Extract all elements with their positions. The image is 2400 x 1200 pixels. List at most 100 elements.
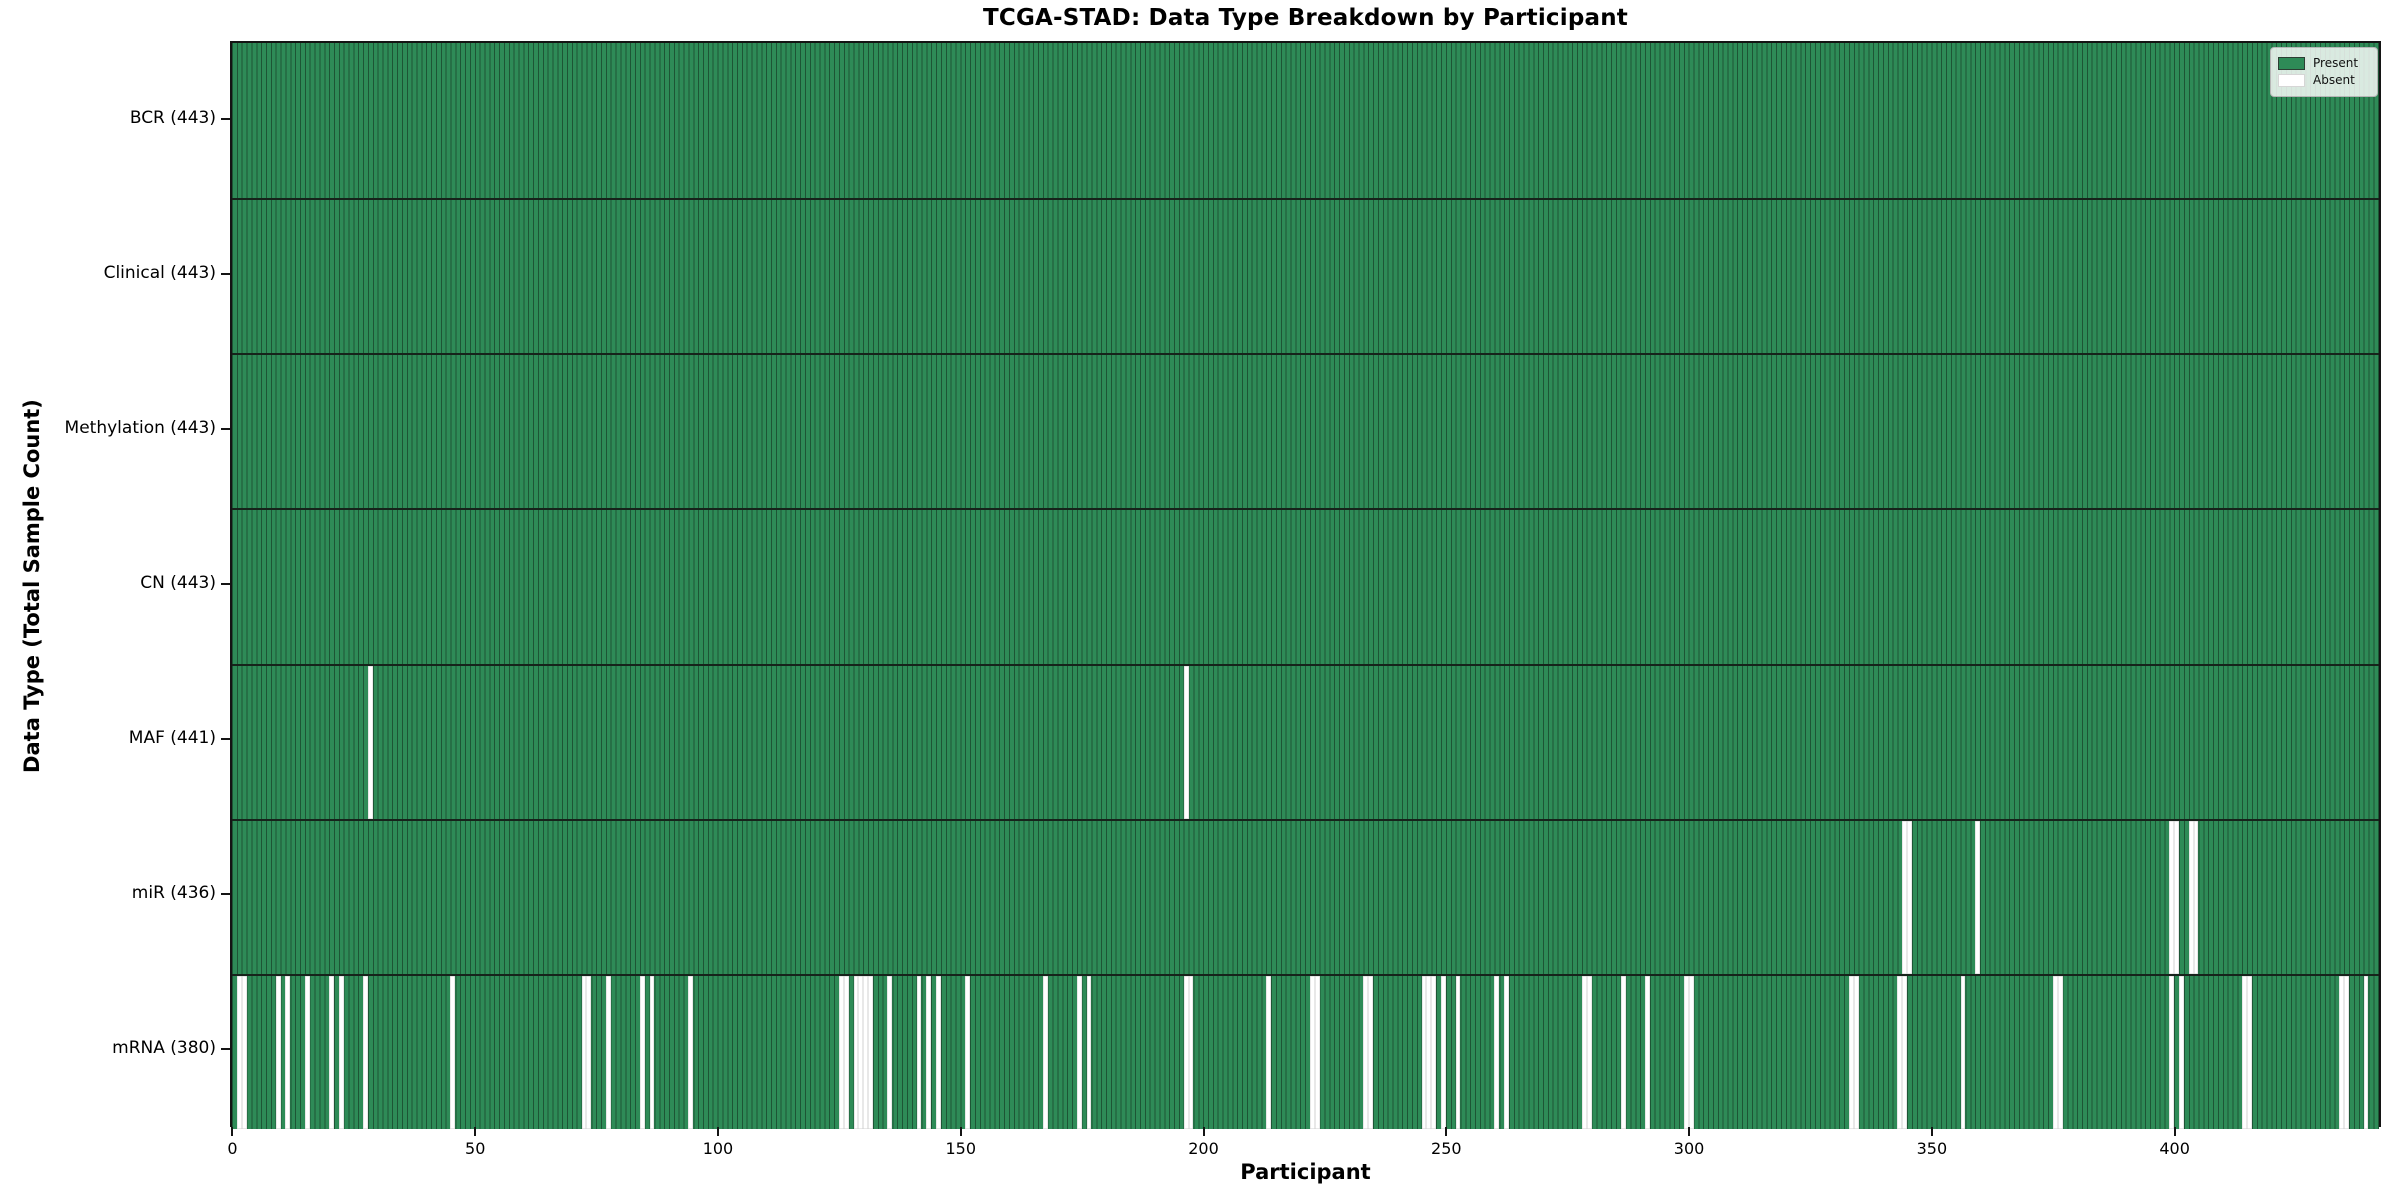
absent-bar: [1363, 975, 1369, 1129]
absent-bar: [1426, 975, 1432, 1129]
x-tick-label: 200: [1188, 1139, 1219, 1158]
absent-bar: [1188, 975, 1194, 1129]
absent-bar: [1086, 975, 1092, 1129]
absent-bar: [1848, 975, 1854, 1129]
legend-item-present: Present: [2278, 56, 2369, 70]
absent-bar: [1581, 975, 1587, 1129]
y-tick-label: Clinical (443): [103, 262, 216, 283]
absent-bar: [1368, 975, 1374, 1129]
absent-bar: [329, 975, 334, 1129]
absent-bar: [1266, 975, 1272, 1129]
y-tick-label: BCR (443): [129, 107, 216, 128]
x-axis-label: Participant: [1240, 1160, 1371, 1184]
absent-bar: [688, 975, 694, 1129]
present-swatch-icon: [2278, 56, 2305, 70]
x-tick-label: 0: [227, 1139, 238, 1158]
absent-bar: [639, 975, 645, 1129]
heatmap-row-mrna: [232, 973, 2379, 1129]
absent-bar: [1183, 975, 1189, 1129]
y-tick-label: miR (436): [131, 883, 216, 904]
y-tick-mark: [221, 427, 230, 430]
x-tick-mark: [1202, 1127, 1205, 1136]
absent-bar: [1897, 975, 1903, 1129]
y-tick-label: mRNA (380): [112, 1038, 216, 1059]
absent-bar: [2174, 820, 2180, 974]
x-tick-mark: [959, 1127, 962, 1136]
absent-bar: [965, 975, 971, 1129]
absent-bar: [936, 975, 941, 1129]
y-tick-mark: [221, 893, 230, 896]
absent-swatch-icon: [2278, 73, 2305, 87]
absent-bar: [285, 975, 291, 1129]
absent-bar: [1309, 975, 1315, 1129]
absent-bar: [1683, 975, 1689, 1129]
absent-bar: [2247, 975, 2252, 1129]
absent-bar: [916, 975, 922, 1129]
absent-bar: [843, 975, 849, 1129]
absent-bar: [304, 975, 310, 1129]
absent-bar: [1960, 975, 1966, 1129]
absent-bar: [1504, 975, 1509, 1129]
y-tick-mark: [221, 117, 230, 120]
absent-bar: [1620, 975, 1626, 1129]
legend: Present Absent: [2270, 47, 2378, 97]
absent-bar: [868, 975, 873, 1129]
absent-bar: [853, 975, 859, 1129]
absent-bar: [1586, 975, 1592, 1129]
y-tick-mark: [221, 272, 230, 275]
absent-bar: [2193, 820, 2199, 974]
y-tick-mark: [221, 583, 230, 585]
absent-bar: [926, 975, 932, 1129]
x-tick-mark: [1688, 1127, 1691, 1136]
y-tick-label: Methylation (443): [64, 417, 216, 438]
heatmap-row-mir: [232, 818, 2379, 974]
heatmap-row-bcr: [232, 43, 2379, 199]
absent-bar: [2363, 975, 2369, 1129]
absent-bar: [2344, 975, 2349, 1129]
absent-bar: [1455, 975, 1461, 1129]
x-tick-mark: [474, 1127, 477, 1136]
x-tick-mark: [2173, 1127, 2176, 1136]
absent-bar: [858, 975, 864, 1129]
absent-bar: [1902, 975, 1908, 1129]
x-tick-label: 100: [702, 1139, 734, 1158]
heatmap-row-maf: [232, 663, 2379, 819]
absent-bar: [236, 975, 242, 1129]
x-tick-mark: [231, 1127, 234, 1136]
absent-bar: [838, 975, 844, 1129]
absent-bar: [1902, 820, 1908, 974]
x-tick-label: 350: [1916, 1139, 1948, 1158]
absent-bar: [1042, 975, 1048, 1129]
absent-bar: [1441, 975, 1446, 1129]
absent-bar: [649, 975, 655, 1129]
x-tick-mark: [1930, 1127, 1933, 1136]
absent-bar: [887, 975, 893, 1129]
absent-bar: [1644, 975, 1650, 1129]
x-tick-label: 250: [1431, 1139, 1462, 1158]
legend-item-absent: Absent: [2278, 73, 2369, 87]
absent-bar: [2339, 975, 2345, 1129]
absent-bar: [2169, 975, 2175, 1129]
absent-bar: [1421, 975, 1427, 1129]
absent-bar: [863, 975, 869, 1129]
absent-bar: [1853, 975, 1859, 1129]
absent-bar: [1183, 665, 1189, 819]
y-tick-mark: [221, 738, 230, 741]
absent-bar: [2169, 820, 2175, 974]
plot-area: [230, 41, 2381, 1129]
absent-bar: [605, 975, 611, 1129]
x-tick-label: 300: [1673, 1139, 1705, 1158]
absent-bar: [1314, 975, 1320, 1129]
absent-bar: [1076, 975, 1082, 1129]
legend-label-present: Present: [2313, 56, 2359, 70]
absent-bar: [2052, 975, 2058, 1129]
chart-title: TCGA-STAD: Data Type Breakdown by Partic…: [982, 5, 1628, 31]
absent-bar: [275, 975, 281, 1129]
absent-bar: [241, 975, 247, 1129]
heatmap-row-clinical: [232, 198, 2379, 354]
x-tick-mark: [716, 1127, 719, 1136]
x-tick-label: 400: [2159, 1139, 2190, 1158]
x-tick-mark: [1445, 1127, 1448, 1136]
x-tick-label: 50: [465, 1139, 486, 1158]
